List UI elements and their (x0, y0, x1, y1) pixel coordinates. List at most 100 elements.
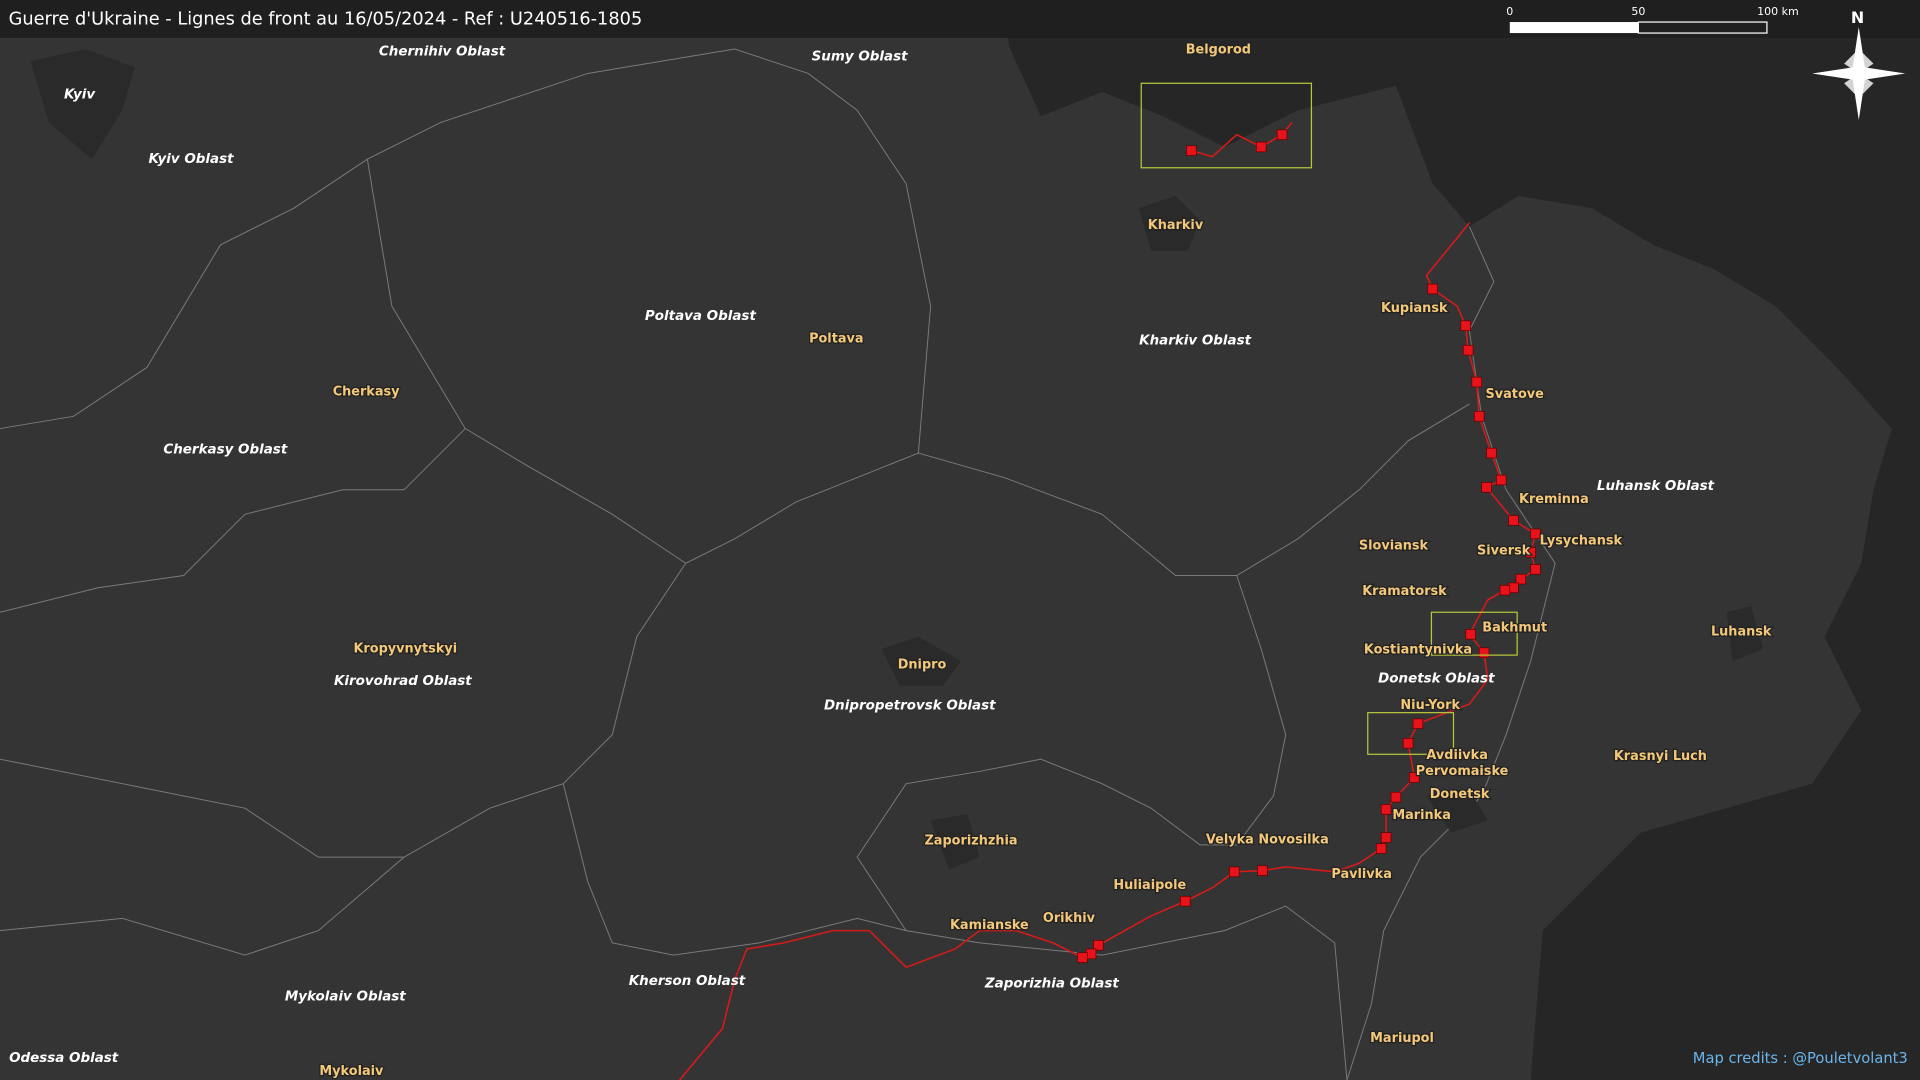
compass-star (1844, 48, 1874, 98)
marker (1465, 629, 1476, 640)
city-label: Kharkiv (1148, 218, 1204, 233)
city-label: Dnipro (898, 657, 947, 672)
oblast-label: Zaporizhia Oblast (984, 976, 1119, 991)
oblast-label: Odessa Oblast (9, 1051, 119, 1066)
city-label: Huliaipole (1113, 878, 1186, 893)
compass-star (1812, 26, 1906, 121)
oblast-labels: Kyiv Chernihiv Oblast Sumy Oblast Kyiv O… (9, 44, 1715, 1066)
marker (1481, 482, 1492, 493)
marker (1412, 718, 1424, 729)
border (856, 575, 1287, 931)
city-label: Kropyvnytskyi (353, 641, 457, 656)
marker (1525, 546, 1536, 558)
marker (1473, 411, 1485, 422)
city-label: Cherkasy (333, 384, 400, 399)
marker (1380, 832, 1392, 843)
city-label: Kreminna (1519, 492, 1589, 507)
marker (1471, 376, 1482, 388)
marker (1515, 573, 1527, 585)
scale-label: 100 km (1757, 5, 1799, 18)
marker (1462, 344, 1474, 356)
focus-boxes (1140, 82, 1518, 755)
oblast-label: Chernihiv Oblast (379, 44, 506, 59)
border (366, 159, 686, 564)
marker (1257, 865, 1268, 876)
credits: Map credits : @Pouletvolant3 (1693, 1050, 1908, 1067)
marker (1093, 940, 1104, 951)
urban-area (930, 814, 980, 870)
city-label: Luhansk (1711, 624, 1772, 639)
marker (1375, 843, 1387, 854)
border (0, 428, 466, 613)
title: Guerre d'Ukraine - Lignes de front au 16… (9, 10, 643, 30)
russia-area (997, 0, 1920, 1080)
city-label: Lysychansk (1540, 534, 1623, 549)
marker (1380, 804, 1392, 815)
marker (1390, 791, 1402, 803)
city-label: Avdiivka (1426, 748, 1487, 763)
marker (1180, 895, 1191, 907)
city-label: Kupiansk (1381, 301, 1448, 316)
city-label: Pervomaiske (1416, 764, 1509, 779)
city-label: Bakhmut (1482, 621, 1547, 636)
marker (1530, 528, 1541, 540)
oblast-label: Mykolaiv Oblast (285, 990, 406, 1005)
city-label: Velyka Novosilka (1206, 833, 1329, 848)
city-label: Pavlivka (1331, 867, 1392, 882)
oblast-label: Luhansk Oblast (1597, 479, 1715, 494)
scale-bar: 0 50 100 km (1506, 5, 1799, 34)
urban-area (1726, 606, 1764, 662)
city-label: Donetsk (1430, 787, 1490, 802)
scale-segment (1509, 22, 1639, 34)
scale-label: 50 (1631, 5, 1645, 18)
city-label: Mykolaiv (319, 1064, 384, 1079)
focus-box (1430, 611, 1518, 656)
city-label: Kostiantynivka (1364, 643, 1472, 658)
city-label: Sloviansk (1359, 539, 1429, 554)
city-label: Mariupol (1370, 1031, 1434, 1046)
urban-area (30, 48, 135, 160)
focus-box (1367, 712, 1455, 755)
urban-area (1426, 789, 1488, 833)
focus-box (1140, 82, 1313, 169)
marker (1530, 564, 1541, 575)
marker (1495, 474, 1507, 486)
oblast-label: Kherson Oblast (629, 974, 746, 989)
marker (1499, 584, 1511, 596)
oblast-label: Kharkiv Oblast (1139, 333, 1251, 348)
border (0, 856, 405, 956)
city-label: Siversk (1477, 544, 1531, 559)
oblast-label: Poltava Oblast (645, 309, 757, 324)
urban-areas (30, 48, 1764, 870)
marker (1276, 129, 1288, 140)
city-label: Kamianske (950, 918, 1029, 933)
urban-area (881, 636, 962, 686)
oblast-label: Donetsk Oblast (1378, 671, 1495, 686)
marker (1508, 515, 1519, 526)
oblast-label: Kyiv Oblast (148, 152, 234, 167)
city-label: Kramatorsk (1362, 584, 1447, 599)
border (0, 48, 932, 858)
city-label: Belgorod (1186, 43, 1251, 58)
oblast-label: Cherkasy Oblast (163, 442, 287, 457)
scale-label: 0 (1506, 5, 1513, 18)
marker (1255, 141, 1267, 153)
city-label: Svatove (1486, 387, 1545, 402)
scale-segment (1637, 21, 1768, 34)
marker (1427, 283, 1438, 295)
city-label: Krasnyi Luch (1614, 749, 1707, 764)
city-labels: Belgorod Kharkiv Poltava Kupiansk Svatov… (318, 41, 1773, 1080)
marker (1077, 952, 1088, 963)
marker (1486, 447, 1497, 459)
city-label: Marinka (1392, 808, 1451, 823)
compass: N (1812, 8, 1906, 121)
marker (1229, 866, 1240, 878)
oblast-label: Kyiv (64, 87, 96, 102)
city-label: Niu-York (1400, 698, 1460, 713)
city-label: Poltava (809, 332, 864, 347)
border (562, 783, 1348, 1080)
city-label: Orikhiv (1043, 911, 1096, 926)
marker (1460, 320, 1471, 331)
marker (1186, 145, 1197, 156)
oblast-label: Kirovohrad Oblast (334, 674, 472, 689)
